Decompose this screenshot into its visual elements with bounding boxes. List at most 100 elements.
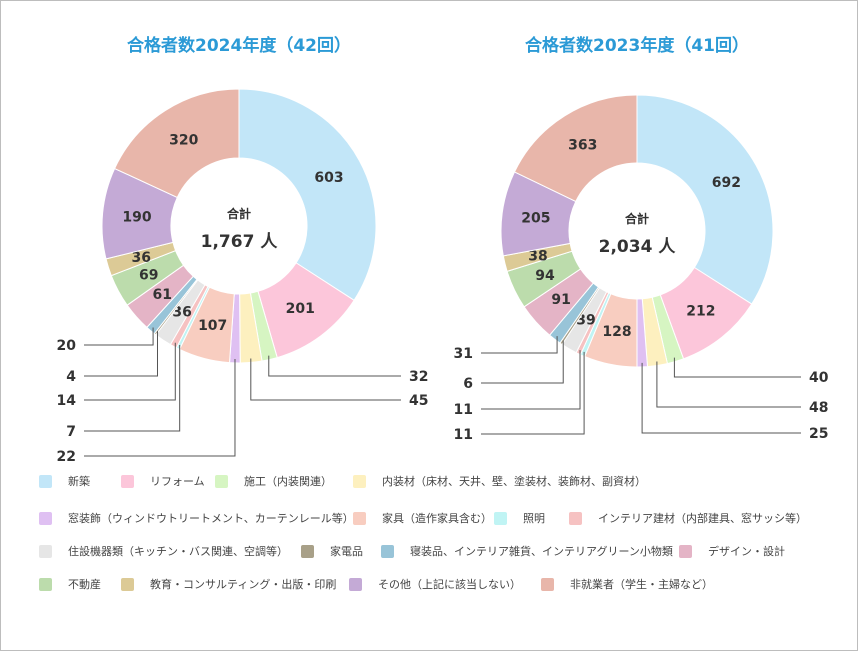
legend-item: デザイン・設計 (679, 543, 785, 559)
legend-label: インテリア建材（内部建具、窓サッシ等） (598, 512, 807, 525)
legend-label: 住設機器類（キッチン・バス関連、空調等） (68, 545, 288, 558)
value-label: 25 (809, 426, 828, 442)
legend-label: 不動産 (68, 578, 101, 591)
legend-item: インテリア建材（内部建具、窓サッシ等） (569, 510, 807, 526)
leader-line (250, 358, 401, 401)
leader-line (641, 362, 801, 434)
legend-swatch (381, 544, 394, 558)
value-label: 363 (568, 138, 597, 154)
value-label: 22 (57, 449, 76, 465)
legend-label: その他（上記に該当しない） (378, 578, 521, 591)
leader-line (84, 342, 176, 401)
legend-swatch (541, 577, 554, 591)
value-label: 4 (66, 369, 76, 385)
value-label: 36 (132, 250, 151, 266)
legend-item: 家具（造作家具含む） (353, 510, 492, 526)
legend-label: 家電品 (330, 545, 363, 558)
legend-item: 非就業者（学生・主婦など） (541, 576, 713, 592)
legend-item: 教育・コンサルティング・出版・印刷 (121, 576, 336, 592)
legend-swatch (121, 577, 134, 591)
value-label: 48 (809, 400, 828, 416)
value-label: 45 (409, 393, 428, 409)
donut-0: 603 201 32 45 22 107 7 14 36 4 20 61 69 36 190 320 合計 1,7… (57, 88, 428, 465)
legend-label: 新築 (68, 475, 90, 488)
legend-swatch (301, 544, 314, 558)
legend-label: デザイン・設計 (708, 545, 785, 558)
leader-line (84, 327, 154, 346)
legend-item: 施工（内装関連） (215, 473, 332, 489)
legend-label: 内装材（床材、天井、壁、塗装材、装飾材、副資材） (382, 475, 646, 488)
total-value: 1,767 人 (201, 232, 279, 252)
legend-swatch (39, 577, 52, 591)
total-value: 2,034 人 (599, 237, 677, 257)
slice-0 (238, 88, 377, 302)
value-label: 11 (454, 427, 473, 443)
legend-item: 内装材（床材、天井、壁、塗装材、装飾材、副資材） (353, 473, 646, 489)
legend-item: 照明 (494, 510, 545, 526)
value-label: 14 (57, 393, 77, 409)
value-label: 205 (521, 210, 550, 226)
value-label: 36 (172, 304, 191, 320)
legend-swatch (39, 474, 52, 488)
legend-item: 家電品 (301, 543, 363, 559)
value-label: 107 (198, 318, 227, 334)
legend-label: リフォーム (150, 475, 205, 488)
legend-swatch (353, 511, 366, 525)
legend-item: 不動産 (39, 576, 101, 592)
value-label: 603 (314, 170, 343, 186)
value-label: 69 (139, 268, 158, 284)
value-label: 6 (463, 376, 473, 392)
leader-line (84, 358, 236, 457)
legend-label: 家具（造作家具含む） (382, 512, 492, 525)
legend-swatch (569, 511, 582, 525)
leader-line (84, 345, 181, 432)
legend-label: 照明 (523, 512, 545, 525)
leader-line (481, 336, 558, 354)
value-label: 94 (535, 268, 555, 284)
value-label: 20 (57, 338, 77, 354)
leader-line (481, 351, 585, 435)
legend-swatch (39, 511, 52, 525)
leader-line (84, 331, 158, 377)
legend-label: 窓装飾（ウィンドウトリートメント、カーテンレール等） (68, 512, 354, 525)
value-label: 31 (454, 346, 473, 362)
value-label: 190 (122, 209, 151, 225)
legend-label: 非就業者（学生・主婦など） (570, 578, 713, 591)
legend-item: 住設機器類（キッチン・バス関連、空調等） (39, 543, 288, 559)
legend-label: 教育・コンサルティング・出版・印刷 (150, 578, 337, 591)
leader-line (481, 350, 581, 410)
leader-line (268, 355, 401, 377)
legend-label: 施工（内装関連） (244, 475, 332, 488)
value-label: 32 (409, 369, 428, 385)
value-label: 91 (551, 292, 570, 308)
slice-0 (636, 94, 774, 305)
slice-15 (113, 88, 240, 199)
legend-item: その他（上記に該当しない） (349, 576, 521, 592)
donut-1: 692212404825128111139631919438205363合計2,… (454, 94, 829, 443)
value-label: 201 (286, 301, 315, 317)
donut-charts: 603 201 32 45 22 107 7 14 36 4 20 61 69 36 190 320 合計 1,7… (57, 88, 829, 465)
legend-swatch (679, 544, 692, 558)
leader-line (656, 361, 801, 408)
legend-item: リフォーム (121, 473, 205, 489)
value-label: 692 (712, 175, 741, 191)
value-label: 320 (169, 133, 198, 149)
legend-swatch (494, 511, 507, 525)
total-label: 合計 (625, 211, 649, 226)
value-label: 212 (686, 304, 715, 320)
value-label: 128 (602, 324, 631, 340)
legend-swatch (349, 577, 362, 591)
legend-item: 寝装品、インテリア雑貨、インテリアグリーン小物類 (381, 543, 673, 559)
value-label: 11 (454, 402, 473, 418)
legend-swatch (353, 474, 366, 488)
legend-swatch (121, 474, 134, 488)
total-label: 合計 (227, 206, 251, 221)
legend-swatch (215, 474, 228, 488)
value-label: 61 (153, 287, 172, 303)
legend-label: 寝装品、インテリア雑貨、インテリアグリーン小物類 (410, 545, 673, 558)
value-label: 38 (528, 248, 547, 264)
legend-item: 新築 (39, 473, 90, 489)
legend-item: 窓装飾（ウィンドウトリートメント、カーテンレール等） (39, 510, 354, 526)
value-label: 40 (809, 370, 829, 386)
